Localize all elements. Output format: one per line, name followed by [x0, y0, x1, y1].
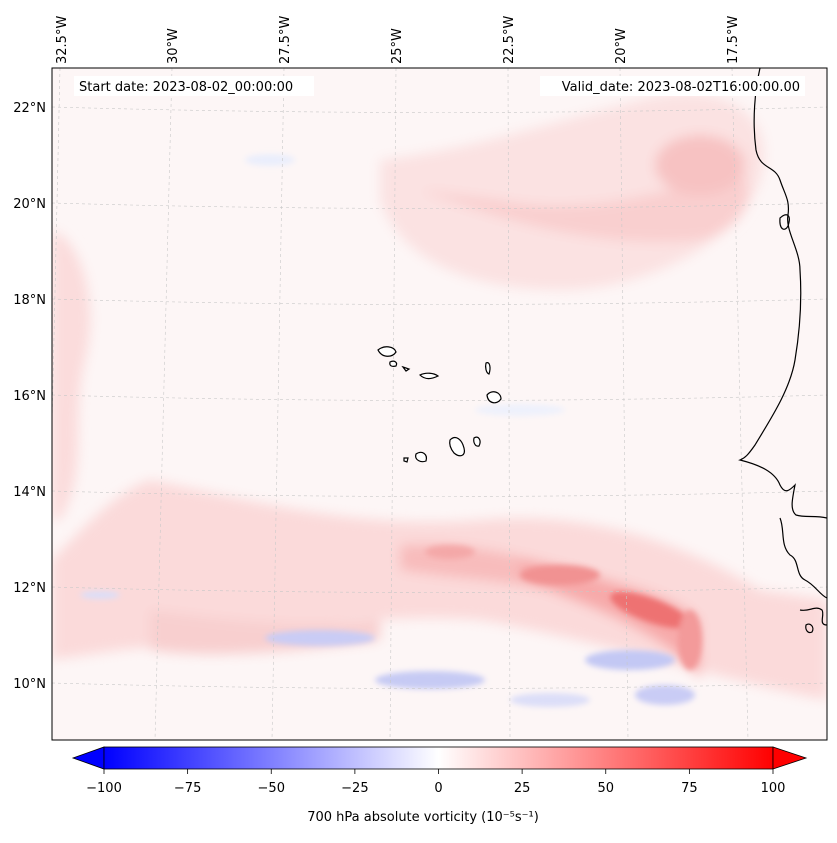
colorbar-extend-max: [772, 746, 808, 770]
colorbar: −100 −75 −50 −25 0 25 50 75 100 700 hPa absolute…: [71, 746, 808, 825]
meridian-line: [271, 68, 285, 740]
longitude-labels: 32.5°W 30°W 27.5°W 25°W 22.5°W 20°W 17.5…: [55, 16, 741, 64]
africa-coastline: [738, 68, 827, 519]
colorbar-tick-label: −75: [174, 781, 201, 796]
cape-verde-islands: [377, 346, 502, 463]
colorbar-tick-label: −50: [258, 781, 285, 796]
valid-date-box: [540, 76, 805, 96]
map-frame: [51, 67, 828, 741]
parallel-line: [52, 490, 827, 497]
lat-label: 22°N: [13, 101, 46, 116]
lat-label: 10°N: [13, 677, 46, 692]
vorticity-negative-anomalies: [80, 154, 695, 707]
lon-label: 25°W: [390, 28, 405, 64]
parallel-line: [52, 682, 827, 689]
meridian-line: [507, 68, 511, 740]
parallel-line: [52, 586, 827, 593]
island-fogo: [415, 451, 427, 463]
meridian-line: [731, 68, 749, 740]
vorticity-strong-maxima: [425, 545, 702, 670]
colorbar-tick-label: −100: [86, 781, 122, 796]
africa-coastline: [805, 623, 814, 634]
colorbar-tick-label: 50: [597, 781, 614, 796]
colorbar-tick-label: 25: [514, 781, 531, 796]
island-brava: [403, 457, 409, 463]
island-sao-vicente: [389, 360, 398, 367]
colorbar-tick-label: 0: [434, 781, 442, 796]
africa-coastline: [799, 607, 827, 626]
island-santo-antao: [377, 346, 397, 357]
island-sal: [485, 362, 491, 375]
colorbar-extend-min: [71, 746, 105, 770]
colorbar-tick-label: 100: [761, 781, 786, 796]
lon-label: 22.5°W: [502, 16, 517, 64]
valid-date-label: Valid_date: 2023-08-02T16:00:00.00: [562, 80, 800, 95]
colorbar-tick-label: 75: [681, 781, 698, 796]
meridian-line: [154, 68, 173, 740]
island-sao-nicolau: [418, 372, 440, 380]
lon-label: 27.5°W: [278, 16, 293, 64]
parallel-line: [52, 202, 827, 209]
colorbar-ticks: −100 −75 −50 −25 0 25 50 75 100: [86, 769, 785, 796]
island-santa-luzia: [401, 365, 411, 372]
africa-coastline: [779, 214, 790, 230]
island-maio: [473, 436, 481, 447]
lat-label: 20°N: [13, 197, 46, 212]
lon-label: 17.5°W: [726, 16, 741, 64]
parallel-line: [52, 106, 827, 113]
island-santiago: [449, 436, 465, 457]
lon-label: 32.5°W: [55, 16, 70, 64]
parallel-line: [52, 298, 827, 305]
start-date-box: [74, 76, 314, 96]
coastlines: [738, 68, 827, 634]
map-area: [52, 68, 827, 740]
latitude-labels: 22°N 20°N 18°N 16°N 14°N 12°N 10°N: [13, 101, 46, 692]
lat-label: 12°N: [13, 581, 46, 596]
island-boa-vista: [486, 391, 502, 404]
africa-coastline: [779, 517, 827, 599]
start-date-label: Start date: 2023-08-02_00:00:00: [79, 80, 293, 95]
graticule: [52, 68, 827, 740]
lon-label: 30°W: [166, 28, 181, 64]
parallel-line: [52, 394, 827, 401]
colorbar-title: 700 hPa absolute vorticity (10⁻⁵s⁻¹): [307, 810, 539, 825]
meridian-line: [619, 68, 629, 740]
lat-label: 18°N: [13, 293, 46, 308]
colorbar-tick-label: −25: [341, 781, 368, 796]
lat-label: 14°N: [13, 485, 46, 500]
lon-label: 20°W: [614, 28, 629, 64]
lat-label: 16°N: [13, 389, 46, 404]
meridian-line: [389, 68, 397, 740]
colorbar-gradient: [103, 746, 774, 770]
